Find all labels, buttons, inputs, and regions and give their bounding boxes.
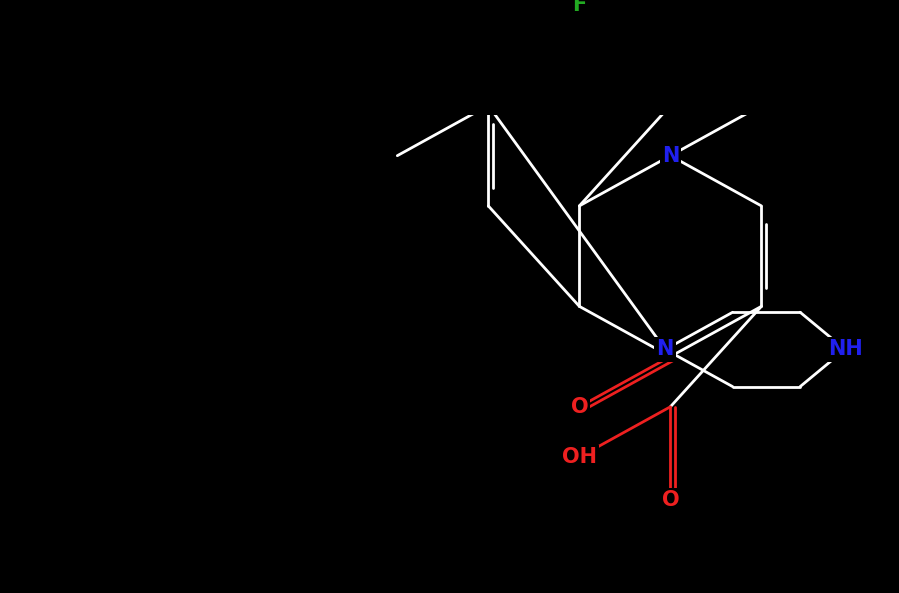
Text: F: F xyxy=(573,0,586,15)
Text: OH: OH xyxy=(562,447,597,467)
Text: NH: NH xyxy=(828,339,862,359)
Text: N: N xyxy=(662,146,679,165)
Text: O: O xyxy=(662,490,680,510)
Text: N: N xyxy=(656,339,674,359)
Text: O: O xyxy=(571,397,588,417)
